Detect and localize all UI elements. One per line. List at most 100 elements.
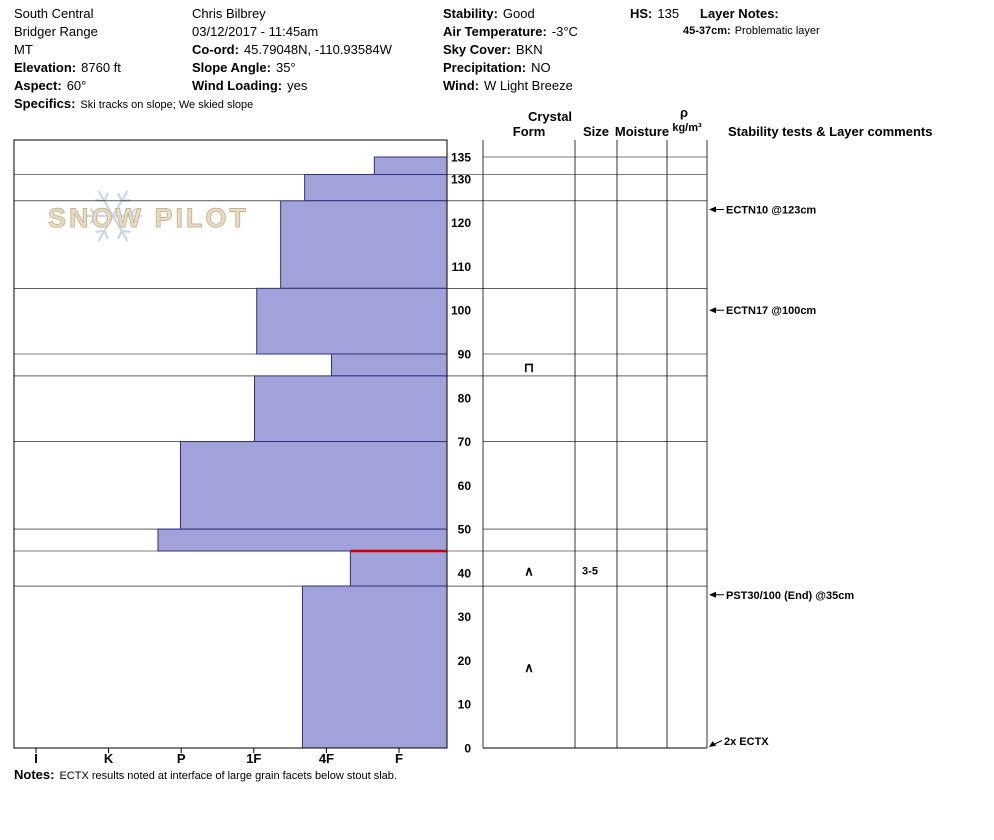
- snowflake-branch: [89, 214, 97, 224]
- hs-label: HS:: [630, 6, 653, 21]
- snowflake-branch: [89, 208, 97, 218]
- region-line-2: Bridger Range: [14, 24, 98, 39]
- test-arrow-head: [709, 206, 716, 213]
- coord-value: 45.79048N, -110.93584W: [243, 42, 392, 57]
- hardness-tick-label: 4F: [319, 751, 334, 766]
- grain-form-symbol: ∧: [524, 660, 534, 675]
- sky-cover-value: BKN: [515, 42, 543, 57]
- elevation-value: 8760 ft: [81, 60, 121, 75]
- observer-name: Chris Bilbrey: [192, 6, 266, 21]
- snowflake-branch: [129, 208, 137, 218]
- snowflake-branch: [103, 192, 109, 203]
- depth-tick-label: 70: [458, 435, 472, 449]
- slope-angle-row: Slope Angle: 35°: [192, 59, 392, 77]
- aspect-row: Aspect: 60°: [14, 77, 253, 95]
- depth-tick-label: 10: [458, 698, 472, 712]
- specifics-label: Specifics:: [14, 96, 76, 111]
- test-arrow-head: [709, 741, 717, 747]
- layer-bar: [330, 353, 448, 377]
- hardness-tick-label: I: [34, 751, 38, 766]
- layer-bar: [349, 550, 448, 587]
- air-temp-value: -3°C: [551, 24, 578, 39]
- column-header-size: Size: [583, 124, 609, 139]
- coord-label: Co-ord:: [192, 42, 239, 57]
- layer-bar: [301, 585, 448, 749]
- depth-tick-label: 0: [464, 742, 471, 756]
- precipitation-row: Precipitation: NO: [443, 59, 578, 77]
- notes-row: Notes: ECTX results noted at interface of…: [14, 766, 397, 784]
- column-header-moisture: Moisture: [615, 124, 669, 139]
- snowflake-branch: [95, 229, 106, 233]
- snowflake-spoke: [97, 214, 115, 242]
- stability-value: Good: [502, 6, 535, 21]
- aspect-value: 60°: [66, 78, 87, 93]
- region-line-1: South Central: [14, 6, 94, 21]
- observation-datetime: 03/12/2017 - 11:45am: [192, 24, 319, 39]
- air-temp-label: Air Temperature:: [443, 24, 547, 39]
- specifics-value: Ski tracks on slope; We skied slope: [80, 99, 254, 111]
- depth-tick-label: 90: [458, 348, 472, 362]
- snowflake-branch: [117, 229, 123, 240]
- hs-row: HS: 135: [630, 5, 679, 23]
- wind-loading-label: Wind Loading:: [192, 78, 283, 93]
- layer-bar: [179, 441, 448, 530]
- precipitation-value: NO: [531, 60, 551, 75]
- layer-note-depth: 45-37cm:: [683, 25, 731, 37]
- depth-tick-label: 60: [458, 479, 472, 493]
- depth-tick-label: 30: [458, 610, 472, 624]
- layer-notes-title: Layer Notes:: [700, 6, 779, 21]
- column-header-stability: Stability tests & Layer comments: [728, 124, 932, 139]
- header-location-block: South Central Bridger Range MT Elevation…: [14, 5, 253, 113]
- coord-row: Co-ord: 45.79048N, -110.93584W: [192, 41, 392, 59]
- snowflake-spoke: [97, 190, 115, 218]
- wind-label: Wind:: [443, 78, 479, 93]
- grain-form-symbol: ⊓: [524, 360, 534, 375]
- snowflake-branch: [129, 214, 137, 224]
- snowflake-spoke: [111, 190, 129, 218]
- snowflake-branch: [103, 229, 109, 240]
- hardness-tick-label: K: [104, 751, 114, 766]
- depth-tick-label: 100: [451, 304, 471, 318]
- hardness-tick-label: 1F: [246, 751, 261, 766]
- stability-test-label: 2x ECTX: [724, 736, 769, 748]
- header-observer-block: Chris Bilbrey 03/12/2017 - 11:45am Co-or…: [192, 5, 392, 95]
- snowflake-spoke: [111, 214, 129, 242]
- elevation-row: Elevation: 8760 ft: [14, 59, 253, 77]
- stability-label: Stability:: [443, 6, 498, 21]
- test-arrow-head: [709, 307, 716, 314]
- hardness-tick-label: P: [177, 751, 186, 766]
- specifics-row: Specifics: Ski tracks on slope; We skied …: [14, 95, 253, 113]
- stability-test-label: ECTN17 @100cm: [726, 305, 816, 317]
- column-header-density-units: kg/m³: [672, 122, 702, 134]
- region-line-3: MT: [14, 42, 33, 57]
- snowflake-icon: [83, 190, 143, 242]
- notes-text: ECTX results noted at interface of large…: [59, 770, 397, 782]
- layer-bar: [157, 528, 448, 552]
- plot-border: [13, 139, 448, 749]
- stability-test-label: ECTN10 @123cm: [726, 205, 816, 217]
- snowflake-branch: [120, 229, 131, 233]
- depth-tick-label: 80: [458, 391, 472, 405]
- column-header-form: Form: [513, 124, 546, 139]
- grain-size-value: 3-5: [582, 566, 598, 578]
- aspect-label: Aspect:: [14, 78, 62, 93]
- column-header-density-symbol: ρ: [680, 105, 688, 120]
- hardness-tick-label: F: [395, 751, 403, 766]
- depth-tick-label: 20: [458, 654, 472, 668]
- slope-angle-value: 35°: [275, 60, 296, 75]
- layer-note-text: Problematic layer: [734, 25, 820, 37]
- layer-bar: [280, 200, 448, 289]
- wind-loading-value: yes: [287, 78, 308, 93]
- slope-angle-label: Slope Angle:: [192, 60, 271, 75]
- depth-tick-label: 130: [451, 172, 471, 186]
- layer-bar: [304, 174, 448, 202]
- depth-tick-label: 120: [451, 216, 471, 230]
- wind-value: W Light Breeze: [483, 78, 573, 93]
- grain-form-symbol: ∧: [524, 564, 534, 579]
- snowpilot-logo-text: SNOW PILOT: [48, 203, 249, 233]
- layer-bar: [256, 287, 448, 355]
- test-arrow-head: [709, 591, 716, 598]
- wind-row: Wind: W Light Breeze: [443, 77, 578, 95]
- layer-note-row: 45-37cm: Problematic layer: [683, 24, 820, 38]
